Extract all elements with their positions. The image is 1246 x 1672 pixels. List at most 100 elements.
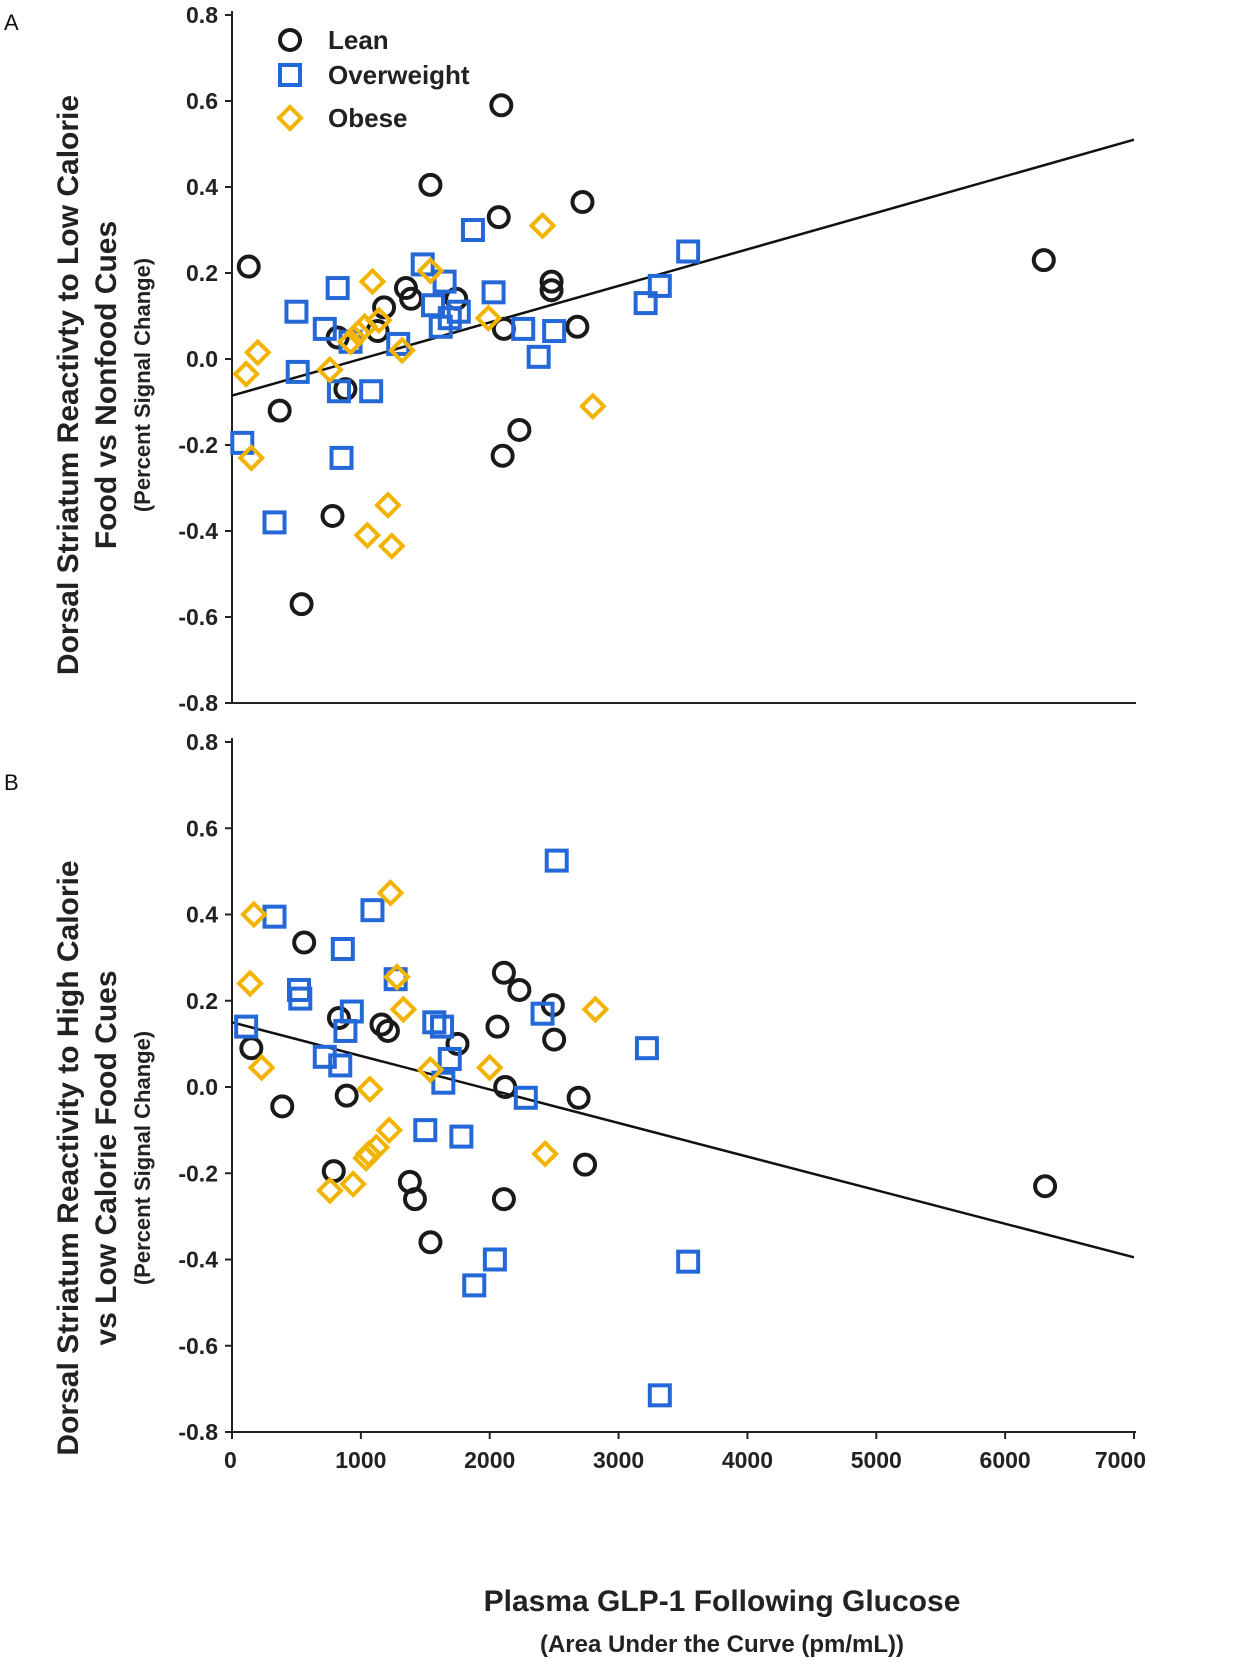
regression-line	[231, 1021, 1135, 1259]
overweight-point	[647, 1383, 672, 1408]
obese-point	[240, 900, 268, 929]
x-tick-label: 7000	[1095, 1447, 1146, 1473]
overweight-point	[325, 276, 350, 301]
obese-point	[581, 995, 610, 1024]
obese-point	[475, 1053, 504, 1082]
obese-point	[388, 336, 416, 365]
obese-point	[578, 392, 607, 421]
overweight-point	[542, 319, 567, 344]
obese-point	[237, 444, 266, 472]
lean-point	[267, 398, 292, 423]
obese-point	[474, 304, 503, 332]
y-tick-label: -0.6	[178, 1333, 218, 1359]
obese-point	[365, 306, 393, 335]
data-points	[230, 93, 1056, 617]
obese-point	[528, 211, 557, 240]
lean-point	[573, 1152, 598, 1177]
lean-point	[490, 443, 515, 468]
lean-point	[565, 314, 590, 339]
obese-point	[236, 969, 264, 998]
y-tick-label: 0.6	[186, 88, 218, 114]
lean-point	[566, 1085, 591, 1110]
lean-point	[418, 1230, 443, 1255]
lean-point	[539, 269, 564, 294]
overweight-point	[544, 848, 569, 873]
lean-point	[491, 960, 516, 985]
lean-point	[507, 977, 532, 1002]
y-tick-label: -0.4	[178, 518, 218, 544]
overweight-point	[526, 344, 551, 369]
overweight-point	[359, 379, 384, 404]
obese-point	[354, 1140, 383, 1168]
lean-point	[236, 254, 261, 279]
y-axis-title-line-3: (Percent Signal Change)	[130, 1031, 155, 1285]
lean-point	[489, 93, 514, 118]
legend-overweight-marker	[278, 63, 302, 87]
obese-point	[376, 879, 405, 907]
overweight-point	[432, 269, 457, 294]
overweight-point	[431, 1070, 456, 1095]
axes: 0.8 0.6 0.4 0.2 0.0 -0.2 -0.4 -0.6 -0.8	[178, 2, 1136, 716]
obese-point	[344, 319, 373, 348]
y-tick-label: 0.2	[186, 988, 218, 1014]
overweight-point	[462, 1273, 487, 1298]
overweight-point	[230, 430, 255, 455]
x-tick-label: 3000	[593, 1447, 644, 1473]
obese-point	[377, 532, 406, 560]
x-axis-title-line-2: (Area Under the Curve (pm/mL))	[540, 1631, 904, 1658]
overweight-point	[285, 359, 310, 384]
legend-lean-label: Lean	[328, 25, 389, 55]
lean-point	[418, 172, 443, 197]
overweight-point	[328, 1053, 353, 1078]
obese-point	[353, 521, 382, 550]
y-tick-label: 0.6	[186, 815, 218, 841]
x-tick-label: 6000	[980, 1447, 1031, 1473]
overweight-point	[449, 1124, 474, 1149]
obese-point	[316, 355, 344, 384]
obese-point	[416, 257, 445, 285]
y-axis-title-line-1: Dorsal Striatum Reactivty to Low Calorie	[52, 95, 85, 675]
y-tick-label: 0.0	[186, 1074, 218, 1100]
y-tick-label: 0.2	[186, 260, 218, 286]
lean-point	[320, 503, 345, 528]
overweight-point	[530, 1001, 555, 1026]
obese-point	[358, 267, 387, 296]
y-tick-label: -0.4	[178, 1247, 218, 1273]
y-tick-label: 0.8	[186, 2, 218, 28]
lean-point	[485, 1014, 510, 1039]
obese-point	[389, 995, 418, 1024]
obese-point	[339, 1170, 367, 1198]
overweight-point	[312, 316, 337, 341]
overweight-point	[481, 280, 506, 305]
y-tick-label: 0.0	[186, 346, 218, 372]
overweight-point	[446, 299, 471, 324]
overweight-point	[326, 379, 351, 404]
overweight-point	[676, 239, 701, 264]
axes: 0.8 0.6 0.4 0.2 0.0 -0.2 -0.4 -0.6 -0.80 1000 2000…	[178, 729, 1146, 1473]
overweight-point	[360, 898, 385, 923]
lean-point	[333, 377, 358, 402]
lean-point	[372, 295, 397, 320]
overweight-point	[339, 999, 364, 1024]
overweight-point	[329, 445, 354, 470]
overweight-point	[647, 273, 672, 298]
x-tick-label: 4000	[722, 1447, 773, 1473]
y-tick-label: -0.8	[178, 1419, 218, 1445]
y-tick-label: -0.2	[178, 1160, 218, 1186]
lean-point	[369, 1012, 394, 1037]
y-tick-label: -0.6	[178, 604, 218, 630]
x-tick-label: 2000	[464, 1447, 515, 1473]
panel-label-b: B	[4, 770, 19, 795]
obese-point	[416, 1055, 445, 1084]
overweight-point	[633, 291, 658, 316]
lean-point	[1031, 248, 1056, 273]
overweight-point	[413, 1118, 438, 1143]
y-tick-label: -0.8	[178, 690, 218, 716]
lean-point	[486, 205, 511, 230]
regression-line	[231, 138, 1135, 397]
obese-point	[531, 1140, 559, 1168]
overweight-point	[437, 1046, 462, 1071]
overweight-point	[288, 986, 313, 1011]
overweight-point	[460, 218, 485, 242]
